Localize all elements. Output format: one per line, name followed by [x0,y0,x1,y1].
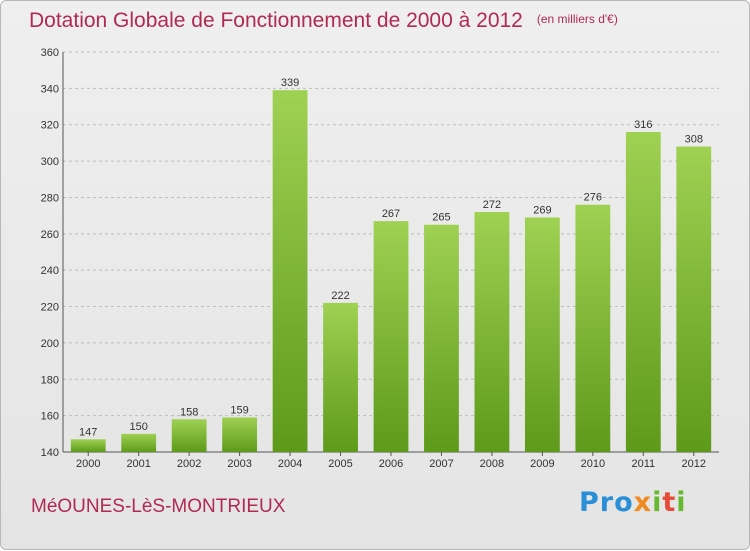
x-tick-label-2011: 2011 [631,458,655,470]
bar-2004 [272,90,308,452]
bar-2000 [70,439,106,452]
data-label-2008: 272 [483,199,501,211]
chart-title: Dotation Globale de Fonctionnement de 20… [29,9,618,33]
axis-layer: 140 160 180 200 220 240 260 280 300 320 340 360 2000… [41,47,719,470]
data-label-2005: 222 [331,290,349,302]
label-layer: 147 150 158 159 339 222 267 265 272 269 276 316 308 [79,77,703,438]
y-tick-label: 220 [41,302,59,314]
data-label-2011: 316 [634,119,652,131]
bar-2007 [424,224,459,452]
data-label-2010: 276 [584,192,602,204]
x-tick-label-2001: 2001 [126,458,150,470]
bar-2003 [222,417,258,452]
bar-2006 [373,221,409,452]
bar-2010 [575,204,611,452]
data-label-2004: 339 [281,77,299,89]
x-tick-label-2012: 2012 [682,458,706,470]
x-tick-label-2002: 2002 [177,458,201,470]
data-label-2012: 308 [685,134,703,146]
data-label-2002: 158 [180,406,198,418]
data-label-2009: 269 [533,204,551,216]
y-tick-label: 140 [41,447,59,459]
data-label-2006: 267 [382,208,400,220]
y-tick-label: 340 [41,83,59,95]
x-tick-label-2005: 2005 [328,458,352,470]
x-tick-label-2000: 2000 [76,458,100,470]
x-tick-label-2008: 2008 [480,458,504,470]
data-label-2007: 265 [432,212,450,224]
x-tick-label-2009: 2009 [530,458,554,470]
y-tick-label: 160 [41,411,59,423]
x-tick-label-2010: 2010 [581,458,605,470]
y-tick-label: 280 [41,192,59,204]
bar-2002 [171,419,207,452]
x-tick-label-2003: 2003 [227,458,251,470]
data-label-2000: 147 [79,426,97,438]
y-tick-label: 180 [41,374,59,386]
bar-2009 [524,217,560,452]
chart-title-text: Dotation Globale de Fonctionnement de 20… [29,9,523,32]
bar-2008 [474,212,510,452]
y-tick-label: 300 [41,156,59,168]
data-label-2001: 150 [130,421,148,433]
chart-unit: (en milliers d'€) [536,12,618,26]
y-tick-label: 360 [41,47,59,59]
x-tick-label-2004: 2004 [278,458,302,470]
y-tick-label: 320 [41,120,59,132]
y-tick-label: 200 [41,338,59,350]
town-name: MéOUNES-LèS-MONTRIEUX [31,496,286,517]
x-tick-label-2007: 2007 [429,458,453,470]
bar-2001 [121,433,157,452]
bar-2012 [676,146,712,452]
y-tick-label: 240 [41,265,59,277]
y-tick-label: 260 [41,229,59,241]
x-tick-label-2006: 2006 [379,458,403,470]
bar-2011 [625,132,661,452]
data-label-2003: 159 [230,404,248,416]
bar-layer [70,90,712,452]
proxiti-logo[interactable]: Proxiti [579,487,687,518]
bar-2005 [323,302,358,452]
